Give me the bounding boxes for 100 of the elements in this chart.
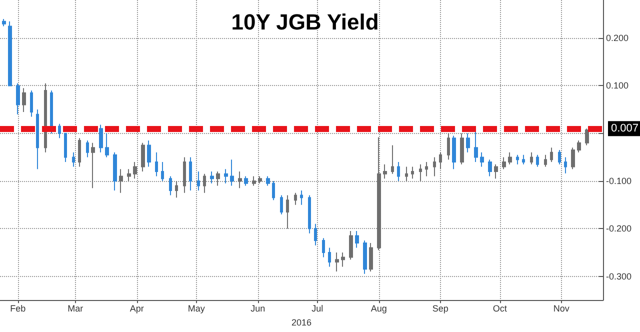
candlestick	[328, 247, 331, 268]
candlestick	[544, 154, 547, 168]
candlestick	[369, 242, 373, 272]
y-tick-label: -0.300	[606, 271, 632, 282]
candlestick	[50, 90, 53, 134]
candlestick	[341, 252, 345, 268]
candlestick	[238, 170, 242, 189]
candlestick	[294, 192, 297, 206]
candlestick	[411, 166, 414, 180]
x-tick-label: Apr	[130, 304, 144, 314]
y-tick-label: 0.200	[606, 33, 629, 44]
candlestick	[36, 109, 39, 170]
candlestick	[141, 142, 145, 172]
candlestick	[2, 18, 6, 27]
candlestick	[447, 132, 450, 160]
candlestick	[433, 156, 436, 177]
y-tick-label: -0.100	[606, 176, 632, 186]
y-tick-label: 0.100	[606, 80, 629, 91]
candlestick	[189, 156, 192, 192]
candlestick	[210, 170, 214, 184]
candlestick	[147, 140, 151, 168]
chart-title: 10Y JGB Yield	[231, 10, 379, 34]
candlestick	[197, 170, 200, 192]
candlestick	[113, 152, 117, 192]
candlestick	[30, 90, 33, 118]
candlestick	[133, 161, 137, 180]
candlestick	[44, 82, 47, 153]
candlestick	[58, 123, 61, 139]
candlestick	[314, 223, 317, 246]
candlestick	[230, 159, 234, 186]
candlestick	[494, 164, 498, 180]
candlestick	[488, 159, 492, 177]
candlestick	[127, 168, 131, 182]
candlestick	[266, 176, 270, 186]
candlestick	[155, 152, 158, 177]
candlestick	[169, 176, 172, 196]
candlestick	[397, 161, 400, 182]
candlestick	[460, 132, 464, 165]
x-tick-label: Aug	[370, 304, 387, 314]
candlestick	[105, 132, 109, 158]
y-tick-label: -0.200	[606, 224, 632, 234]
candlestick	[466, 132, 470, 153]
candlestick	[99, 124, 103, 153]
x-tick-label: May	[188, 304, 206, 314]
candlestick	[64, 132, 67, 162]
candlestick	[383, 164, 387, 180]
x-tick-label: Jul	[312, 304, 324, 314]
candlestick	[300, 190, 303, 206]
candlestick	[216, 170, 220, 186]
candlestick	[22, 88, 26, 112]
x-axis-title: 2016	[291, 318, 312, 328]
candlestick	[425, 161, 428, 177]
candlestick	[405, 166, 408, 182]
candlestick	[272, 180, 275, 201]
candlestick	[522, 154, 525, 165]
candlestick	[564, 156, 567, 174]
candlestick	[280, 194, 283, 215]
candlestick	[8, 20, 12, 86]
candlestick	[286, 194, 289, 230]
candlestick	[91, 142, 95, 189]
candlestick	[530, 152, 533, 165]
x-tick-label: Jun	[250, 304, 266, 314]
candlestick	[16, 82, 20, 115]
candlestick	[258, 176, 262, 184]
candlestick	[244, 176, 248, 186]
candlestick	[78, 138, 81, 168]
candlestick	[502, 156, 506, 170]
candlestick	[577, 140, 581, 153]
candlestick	[175, 180, 178, 198]
candlestick	[119, 168, 123, 194]
candlestick	[550, 147, 553, 162]
candlestick	[355, 230, 359, 248]
x-tick-label: Nov	[553, 304, 570, 314]
candlestick	[252, 176, 256, 186]
candlestick	[161, 161, 164, 182]
candlestick	[335, 252, 339, 272]
candlestick	[480, 152, 484, 168]
candlestick	[363, 240, 367, 274]
candlestick	[516, 154, 519, 165]
x-tick-label: Mar	[68, 304, 84, 314]
candlestick	[72, 152, 75, 168]
candlestick	[439, 152, 442, 170]
candlestick	[203, 173, 206, 194]
candlestick	[391, 144, 394, 174]
candlestick	[558, 150, 561, 165]
x-tick-label: Feb	[10, 304, 26, 314]
candlestick	[308, 194, 311, 234]
candlestick	[571, 147, 575, 170]
candlestick	[86, 140, 89, 158]
ref-line-label: 0.007	[611, 122, 639, 135]
x-tick-label: Oct	[492, 304, 508, 314]
candlestick	[419, 164, 422, 182]
candlestick	[224, 168, 228, 184]
candlestick	[349, 230, 353, 260]
candlestick	[452, 135, 456, 170]
x-tick-label: Sep	[432, 304, 448, 314]
candlestick	[183, 156, 186, 194]
candlestick	[536, 154, 539, 168]
candlestick	[508, 152, 512, 165]
candlestick	[585, 128, 589, 146]
